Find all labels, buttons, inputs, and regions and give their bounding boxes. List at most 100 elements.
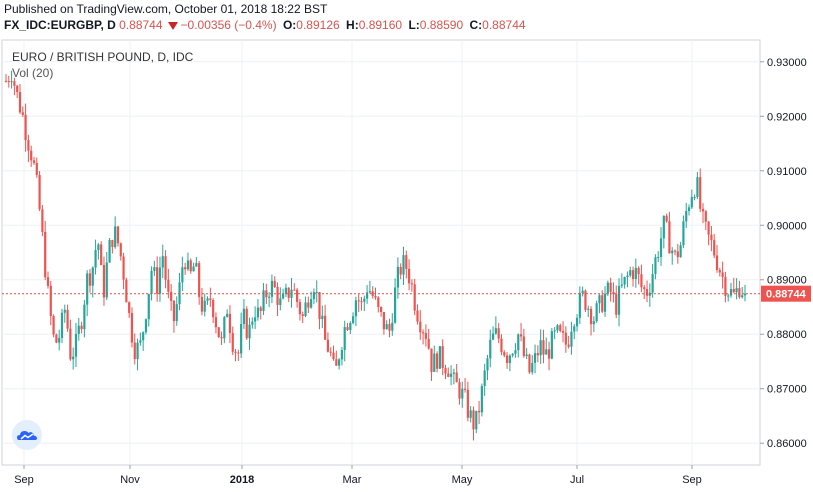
candle-body-up [251, 321, 254, 325]
candle-body-up [363, 298, 366, 302]
candle-body-up [545, 349, 548, 355]
candle-body-up [223, 317, 226, 339]
candle-body-down [732, 289, 735, 293]
candle-body-down [259, 307, 262, 311]
candle-body-up [533, 353, 537, 363]
candle-body-down [35, 162, 38, 175]
y-tick-label: 0.91000 [767, 166, 807, 178]
candle-body-down [416, 310, 419, 322]
candle-body-up [461, 388, 464, 399]
candle-body-down [189, 260, 192, 272]
candle-body-down [407, 268, 411, 284]
last-price-tag [761, 285, 811, 302]
candle-body-up [279, 298, 282, 305]
candle-body-down [430, 348, 433, 372]
candle-body-down [500, 338, 503, 353]
candle-body-up [592, 321, 595, 325]
candle-body-down [405, 255, 408, 269]
candle-body-down [643, 287, 646, 290]
candle-body-up [315, 291, 318, 293]
candle-body-down [379, 307, 383, 312]
candle-body-down [710, 234, 713, 241]
candle-body-up [735, 288, 738, 293]
candle-body-down [4, 80, 8, 82]
candle-body-up [147, 294, 150, 320]
candle-body-down [326, 339, 330, 352]
candle-body-down [346, 327, 349, 331]
candle-body-down [287, 287, 290, 298]
candle-body-down [441, 346, 444, 368]
candle-body-down [273, 280, 276, 287]
candle-body-up [626, 275, 629, 277]
tradingview-cloud-icon[interactable] [12, 420, 42, 450]
candle-body-down [399, 266, 402, 275]
candle-body-down [234, 351, 237, 353]
x-tick-label: Nov [120, 474, 140, 486]
candle-body-up [158, 267, 162, 294]
candle-body-up [573, 326, 576, 332]
candle-body-up [469, 410, 472, 418]
down-triangle-icon [167, 21, 178, 30]
change-value: −0.00356 (−0.4%) [180, 18, 277, 32]
x-tick-label: 2018 [230, 474, 254, 486]
candle-body-up [662, 215, 665, 239]
candle-body-down [497, 328, 500, 339]
candle-body-up [603, 293, 607, 312]
candle-body-down [209, 298, 212, 301]
candle-body-up [525, 354, 528, 357]
candle-body-down [564, 332, 567, 345]
candle-body-up [687, 207, 691, 212]
candle-body-up [620, 284, 623, 286]
candle-body-down [13, 81, 16, 86]
candle-body-down [665, 215, 668, 222]
candle-body-down [228, 313, 232, 333]
candle-body-up [517, 334, 520, 351]
candle-body-down [32, 160, 36, 163]
candle-body-down [27, 140, 30, 151]
candle-body-down [673, 250, 677, 252]
candle-body-up [433, 353, 436, 372]
candle-body-up [338, 359, 341, 366]
candle-body-down [528, 354, 531, 373]
candle-body-up [310, 299, 313, 308]
candle-body-down [410, 283, 413, 285]
candle-body-up [741, 295, 744, 298]
volume-indicator-label[interactable]: Vol (20) [12, 66, 54, 80]
candle-body-up [105, 262, 108, 298]
x-tick-label: Sep [14, 474, 34, 486]
candle-body-up [72, 356, 75, 360]
candle-body-up [366, 292, 369, 299]
candle-body-down [615, 294, 618, 315]
candle-body-down [116, 226, 120, 244]
candle-body-down [298, 301, 302, 315]
candle-body-down [455, 372, 458, 383]
candle-body-down [699, 177, 702, 209]
candle-body-up [186, 260, 190, 270]
candle-body-down [637, 267, 640, 275]
candle-body-down [184, 267, 187, 270]
candle-body-down [559, 325, 562, 331]
open-label: O: [282, 18, 297, 32]
candle-body-up [60, 312, 64, 338]
candle-body-up [203, 300, 206, 312]
symbol-label: FX_IDC:EURGBP, D [4, 18, 116, 32]
candle-body-up [578, 292, 581, 318]
candle-body-down [102, 265, 106, 298]
candle-body-up [539, 340, 542, 356]
candle-body-down [718, 270, 721, 273]
ohlc-info-line: FX_IDC:EURGBP, D 0.88744 −0.00356 (−0.4%)… [4, 18, 529, 32]
candle-body-up [304, 302, 307, 317]
candle-body-up [570, 331, 573, 347]
candle-body-down [18, 92, 22, 113]
candle-body-down [128, 302, 131, 314]
candle-body-down [66, 309, 69, 329]
candle-body-down [276, 286, 279, 305]
candle-body-up [58, 337, 61, 343]
open-value: 0.89126 [296, 18, 340, 32]
y-tick-label: 0.89000 [767, 275, 807, 287]
candle-body-down [519, 334, 523, 337]
candle-body-up [97, 244, 100, 251]
candle-body-up [514, 350, 517, 354]
candle-body-up [685, 211, 688, 222]
